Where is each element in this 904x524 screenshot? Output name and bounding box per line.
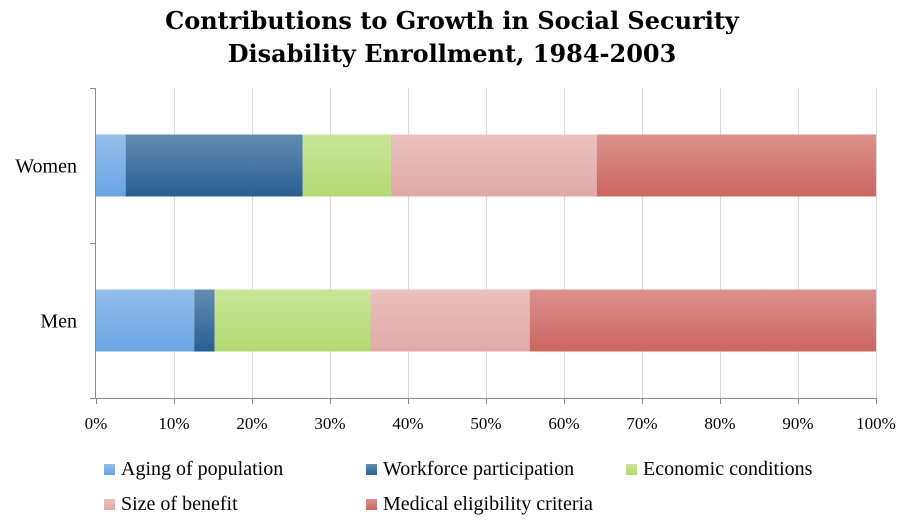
x-tick-label: 80% (704, 414, 735, 433)
x-tick-label: 100% (856, 414, 896, 433)
bar-men-workforce-participation (194, 289, 215, 352)
legend-label: Aging of population (121, 458, 283, 480)
legend-swatch (366, 464, 377, 475)
legend-item-workforce-participation: Workforce participation (366, 458, 574, 480)
bar-women-medical-eligibility-criteria (596, 134, 876, 197)
legend-item-aging-of-population: Aging of population (104, 458, 283, 480)
chart-title-line-2: Disability Enrollment, 1984-2003 (227, 39, 677, 68)
x-tick-label: 0% (85, 414, 108, 433)
bar-women-size-of-benefit (390, 134, 597, 197)
bar-men-medical-eligibility-criteria (529, 289, 876, 352)
x-tick-label: 30% (314, 414, 345, 433)
legend-label: Workforce participation (383, 458, 574, 480)
category-label-women: Women (15, 156, 77, 178)
legend-swatch (104, 499, 115, 510)
bar-women-aging-of-population (96, 134, 126, 197)
bar-women-economic-conditions (302, 134, 391, 197)
x-tick-label: 70% (626, 414, 657, 433)
legend-item-medical-eligibility-criteria: Medical eligibility criteria (366, 493, 593, 515)
bar-men-economic-conditions (214, 289, 371, 352)
legend-swatch (366, 499, 377, 510)
axes: 0% 10% 20% 30% 40% 50% 60% 70% 80% 90% 100% Women Me… (15, 88, 896, 433)
legend-item-size-of-benefit: Size of benefit (104, 493, 238, 515)
x-tick-label: 20% (236, 414, 267, 433)
bar-men-aging-of-population (96, 289, 195, 352)
x-tick-label: 10% (158, 414, 189, 433)
chart-title-line-1: Contributions to Growth in Social Securi… (165, 6, 739, 35)
legend-label: Medical eligibility criteria (383, 493, 593, 515)
legend-swatch (104, 464, 115, 475)
bars (96, 134, 876, 352)
chart-title: Contributions to Growth in Social Securi… (0, 4, 904, 70)
legend-swatch (626, 464, 637, 475)
legend-item-economic-conditions: Economic conditions (626, 458, 813, 480)
legend-label: Size of benefit (121, 493, 238, 515)
x-tick-label: 50% (470, 414, 501, 433)
legend: Aging of population Workforce participati… (104, 458, 813, 515)
x-tick-label: 60% (548, 414, 579, 433)
category-label-men: Men (40, 311, 77, 333)
bar-men-size-of-benefit (370, 289, 530, 352)
x-tick-label: 90% (782, 414, 813, 433)
bar-women-workforce-participation (125, 134, 303, 197)
x-tick-label: 40% (392, 414, 423, 433)
legend-label: Economic conditions (643, 458, 813, 480)
